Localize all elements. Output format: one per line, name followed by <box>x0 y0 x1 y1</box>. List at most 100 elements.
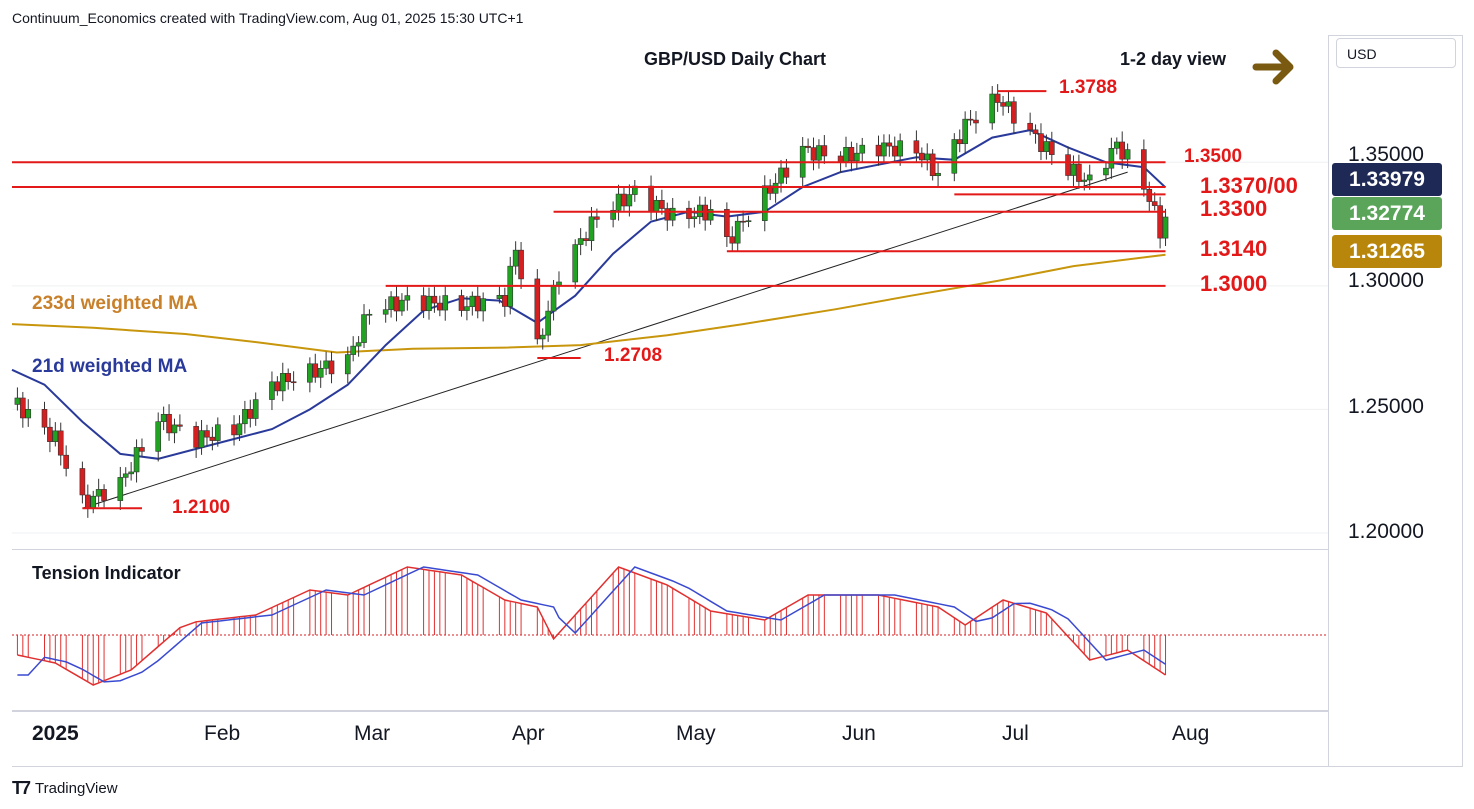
x-tick: Jun <box>842 722 876 745</box>
chart-title: GBP/USD Daily Chart <box>644 49 827 69</box>
candle-body <box>399 299 405 312</box>
candle-body <box>502 295 508 307</box>
candle-body <box>1124 149 1131 160</box>
candle-body <box>193 426 199 448</box>
candle-body <box>420 295 427 312</box>
candle-body <box>350 345 356 355</box>
candle-body <box>891 145 898 157</box>
candle-body <box>480 298 486 312</box>
candle-body <box>962 118 968 145</box>
candle-body <box>572 244 579 283</box>
candle-body <box>1081 179 1088 182</box>
candle-body <box>1113 141 1120 149</box>
candle-body <box>956 139 963 145</box>
candle-body <box>615 193 622 211</box>
candle-body <box>848 147 855 162</box>
candle-body <box>177 424 183 427</box>
candle-body <box>919 152 925 161</box>
ma21-label: 21d weighted MA <box>32 356 188 377</box>
candle-body <box>323 360 329 369</box>
candle-body <box>57 430 64 456</box>
candle-body <box>594 216 600 220</box>
candle-body <box>355 342 362 347</box>
x-tick: May <box>676 722 716 745</box>
trendline <box>82 171 1128 509</box>
candle-body <box>664 208 671 221</box>
candle-body <box>648 185 654 212</box>
candle-body <box>539 334 546 340</box>
level-label-1-3000: 1.3000 <box>1200 271 1268 296</box>
candle-body <box>133 447 140 473</box>
candle-body <box>740 220 746 223</box>
candle-body <box>691 216 698 219</box>
footer-text: TradingView <box>35 780 118 797</box>
indicator-title: Tension Indicator <box>32 563 181 583</box>
candle-body <box>556 281 562 286</box>
level-label-1-3370: 1.3370/00 <box>1200 173 1298 198</box>
candle-body <box>659 200 665 209</box>
time-axis-frame <box>12 710 1328 767</box>
candle-body <box>767 185 773 194</box>
candle-body <box>1032 129 1039 134</box>
candle-body <box>577 238 584 245</box>
candle-body <box>426 295 432 312</box>
candle-body <box>1070 163 1077 176</box>
candle-body <box>1157 205 1163 239</box>
candle-body <box>881 142 887 157</box>
candle-body <box>279 373 286 392</box>
candle-body <box>496 295 503 299</box>
candle-body <box>1119 141 1126 160</box>
candle-body <box>729 236 736 244</box>
candle-body <box>1038 133 1044 152</box>
candle-body <box>772 182 779 194</box>
candle-body <box>913 140 920 154</box>
candle-body <box>783 167 790 178</box>
candle-body <box>128 471 134 475</box>
candle-body <box>464 306 470 311</box>
candle-body <box>1005 101 1012 107</box>
candle-body <box>155 421 162 452</box>
candle-body <box>442 295 449 311</box>
view-label: 1-2 day view <box>1120 49 1227 69</box>
indicator-fast-line <box>17 566 1166 686</box>
candle-body <box>550 284 557 312</box>
level-label-1-3300: 1.3300 <box>1200 196 1268 221</box>
currency-selector[interactable]: USD <box>1336 38 1456 68</box>
y-tick: 1.25000 <box>1348 395 1424 418</box>
y-tick: 1.20000 <box>1348 520 1424 543</box>
candle-body <box>404 295 411 301</box>
footer-brand: T7 TradingView <box>12 778 118 799</box>
candle-body <box>626 194 633 207</box>
level-label-1-3788: 1.3788 <box>1059 77 1118 98</box>
candle-body <box>382 309 389 315</box>
candle-body <box>469 295 476 307</box>
candle-body <box>269 381 275 400</box>
level-label-1-2708: 1.2708 <box>604 345 663 366</box>
candle-body <box>951 139 958 174</box>
candle-body <box>117 477 124 501</box>
y-tick: 1.30000 <box>1348 269 1424 292</box>
candle-body <box>924 153 931 161</box>
candle-body <box>14 397 21 405</box>
candle-body <box>935 172 941 177</box>
header-text: Continuum_Economics created with Trading… <box>12 10 524 26</box>
candle-body <box>854 152 860 162</box>
candle-body <box>242 409 248 425</box>
candle-body <box>63 454 69 469</box>
candle-body <box>95 489 102 497</box>
candle-body <box>285 373 291 383</box>
candle-body <box>458 295 465 311</box>
candle-body <box>231 424 237 436</box>
x-tick: 2025 <box>32 722 79 745</box>
tradingview-logo-icon: T7 <box>12 778 31 798</box>
price-badge-ma233: 1.31265 <box>1332 235 1442 268</box>
candle-body <box>312 363 319 378</box>
candle-body <box>843 147 849 163</box>
level-label-1-3500: 1.3500 <box>1184 146 1243 167</box>
candle-body <box>214 424 221 441</box>
candle-body <box>474 295 481 312</box>
candle-body <box>85 494 91 509</box>
candle-body <box>724 209 730 237</box>
indicator-pane-frame <box>12 549 1328 712</box>
